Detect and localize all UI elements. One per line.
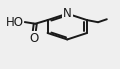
Text: HO: HO	[6, 16, 24, 29]
Text: N: N	[63, 7, 72, 20]
Text: O: O	[30, 32, 39, 45]
